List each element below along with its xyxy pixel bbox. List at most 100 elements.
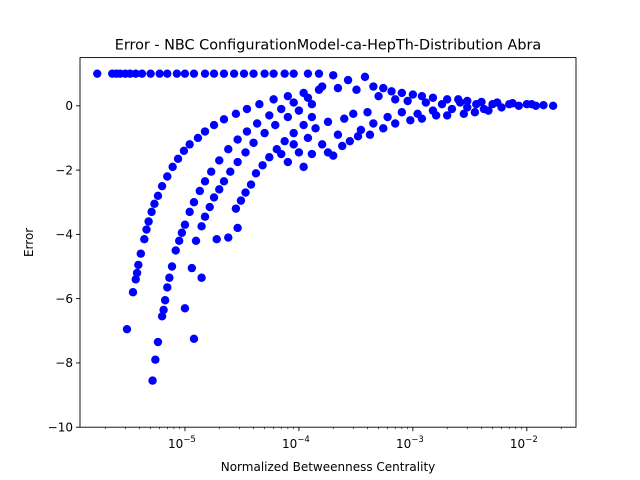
- data-point: [155, 69, 164, 78]
- data-point: [168, 162, 177, 172]
- data-point: [349, 109, 358, 119]
- data-point: [463, 96, 472, 106]
- data-point: [189, 69, 199, 78]
- data-point: [277, 149, 286, 159]
- data-point: [421, 98, 431, 107]
- data-point: [189, 334, 199, 344]
- data-point: [428, 93, 438, 102]
- data-point: [189, 198, 199, 207]
- data-point: [224, 145, 233, 154]
- data-point: [345, 136, 355, 146]
- y-axis-ticks: 0 −2 −4 −6 −8 −10: [48, 99, 80, 435]
- data-point: [219, 177, 229, 186]
- data-point: [219, 69, 229, 78]
- data-point: [311, 124, 320, 133]
- data-point: [299, 120, 308, 130]
- data-point: [397, 108, 407, 117]
- data-point: [251, 169, 261, 178]
- data-point: [128, 288, 138, 297]
- data-point: [215, 156, 224, 165]
- data-point: [242, 104, 252, 114]
- data-point: [289, 98, 298, 107]
- data-point: [172, 69, 182, 78]
- data-point: [391, 119, 400, 128]
- data-point: [265, 111, 274, 120]
- data-point: [174, 236, 184, 245]
- data-point: [333, 83, 343, 93]
- y-tick-label: 0: [65, 99, 73, 113]
- data-point: [365, 130, 375, 139]
- data-point: [343, 75, 353, 85]
- data-point: [303, 69, 313, 78]
- data-point: [153, 191, 163, 200]
- data-point: [165, 273, 174, 282]
- data-point: [160, 296, 170, 305]
- data-point: [431, 111, 441, 120]
- data-point: [131, 275, 140, 284]
- data-point: [150, 199, 159, 209]
- data-point: [417, 91, 427, 101]
- data-point: [148, 376, 157, 385]
- x-tick-label: 10−4: [282, 435, 310, 451]
- data-point: [397, 88, 407, 98]
- data-point: [317, 82, 327, 91]
- data-point: [219, 115, 229, 124]
- data-point: [249, 69, 258, 78]
- data-point: [131, 69, 140, 78]
- chart-title: Error - NBC ConfigurationModel-ca-HepTh-…: [115, 38, 542, 54]
- data-point: [212, 234, 221, 244]
- data-point: [353, 132, 363, 141]
- data-point: [233, 135, 242, 144]
- y-tick-label: −8: [55, 356, 73, 370]
- y-axis-label: Error: [22, 228, 36, 257]
- data-point: [269, 69, 278, 78]
- data-point: [527, 100, 536, 109]
- x-tick-label: 10−2: [510, 435, 538, 451]
- data-point: [231, 204, 241, 213]
- data-point: [323, 117, 333, 127]
- data-point: [159, 305, 168, 315]
- data-point: [140, 234, 149, 244]
- data-point: [193, 133, 203, 143]
- data-point: [146, 69, 155, 78]
- data-point: [180, 304, 190, 313]
- data-point: [269, 95, 278, 104]
- data-point: [163, 172, 172, 181]
- data-point: [333, 130, 343, 139]
- data-point: [197, 222, 206, 231]
- data-point: [136, 249, 146, 258]
- data-point: [294, 106, 304, 115]
- data-point: [209, 193, 219, 202]
- data-point: [209, 69, 219, 78]
- data-point: [387, 87, 396, 96]
- data-point: [369, 119, 378, 128]
- data-point: [303, 133, 313, 143]
- data-point: [283, 157, 293, 167]
- data-point: [363, 108, 372, 117]
- data-point: [289, 128, 298, 138]
- data-point: [200, 212, 210, 221]
- data-point: [352, 85, 361, 94]
- data-point: [317, 140, 327, 149]
- data-point: [459, 109, 469, 119]
- data-point: [314, 69, 324, 78]
- data-point: [442, 111, 452, 120]
- data-point: [406, 116, 415, 125]
- data-point: [163, 69, 172, 78]
- data-point: [132, 268, 142, 278]
- data-point: [93, 69, 102, 78]
- data-point: [147, 207, 156, 217]
- data-point: [280, 136, 289, 146]
- data-point: [241, 148, 250, 157]
- data-point: [258, 161, 267, 170]
- data-point: [303, 93, 313, 102]
- x-axis-label: Normalized Betweenness Centrality: [221, 460, 436, 474]
- data-point: [180, 220, 190, 229]
- data-point: [246, 180, 256, 189]
- y-tick-label: −6: [55, 292, 73, 306]
- data-point: [226, 167, 235, 176]
- data-point: [379, 83, 388, 93]
- data-point: [408, 90, 418, 99]
- data-point: [200, 177, 210, 186]
